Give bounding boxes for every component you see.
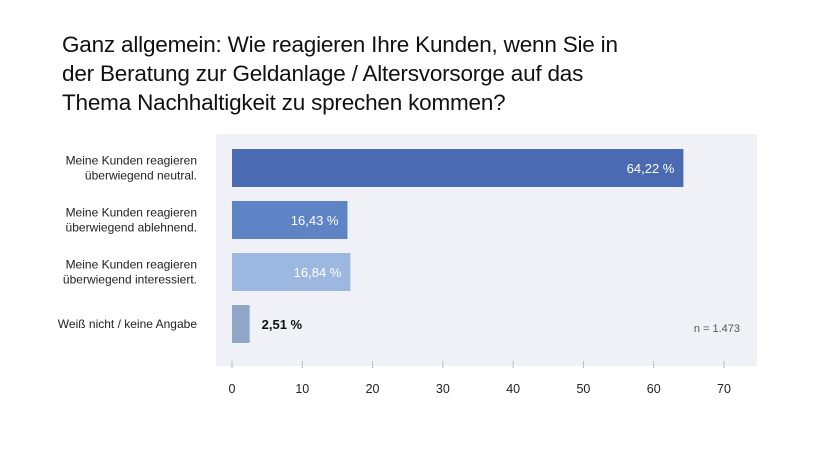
value-labels-group: 64,22 % 16,43 % 16,84 % 2,51 %	[262, 161, 675, 332]
x-tick-label: 50	[576, 382, 590, 396]
chart-title-line: Ganz allgemein: Wie reagieren Ihre Kunde…	[62, 32, 618, 57]
value-label: 16,43 %	[291, 213, 339, 228]
value-label: 64,22 %	[627, 161, 675, 176]
category-label: Weiß nicht / keine Angabe	[58, 317, 198, 331]
bars-group	[232, 149, 684, 343]
x-tick-label: 0	[229, 382, 236, 396]
bar	[232, 201, 348, 239]
chart-title-line: der Beratung zur Geldanlage / Altersvors…	[62, 61, 584, 86]
category-label: überwiegend interessiert.	[63, 273, 197, 287]
value-label: 2,51 %	[262, 317, 303, 332]
x-tick-label: 30	[436, 382, 450, 396]
bar	[232, 305, 250, 343]
category-label: Meine Kunden reagieren	[66, 154, 197, 168]
x-tick-label: 70	[717, 382, 731, 396]
x-tick-label: 20	[366, 382, 380, 396]
category-label: Meine Kunden reagieren	[66, 206, 197, 220]
bar	[232, 149, 684, 187]
category-label: Meine Kunden reagieren	[66, 258, 197, 272]
x-axis: 0 10 20 30 40 50 60 70	[229, 361, 731, 396]
value-label: 16,84 %	[294, 265, 342, 280]
bar	[232, 253, 351, 291]
x-tick-label: 10	[295, 382, 309, 396]
category-label: überwiegend neutral.	[85, 169, 197, 183]
x-tick-label: 40	[506, 382, 520, 396]
category-label: überwiegend ablehnend.	[66, 221, 197, 235]
chart-title-line: Thema Nachhaltigkeit zu sprechen kommen?	[62, 90, 506, 115]
chart-title: Ganz allgemein: Wie reagieren Ihre Kunde…	[62, 30, 702, 117]
sample-size-annotation: n = 1.473	[694, 323, 740, 335]
x-tick-label: 60	[647, 382, 661, 396]
